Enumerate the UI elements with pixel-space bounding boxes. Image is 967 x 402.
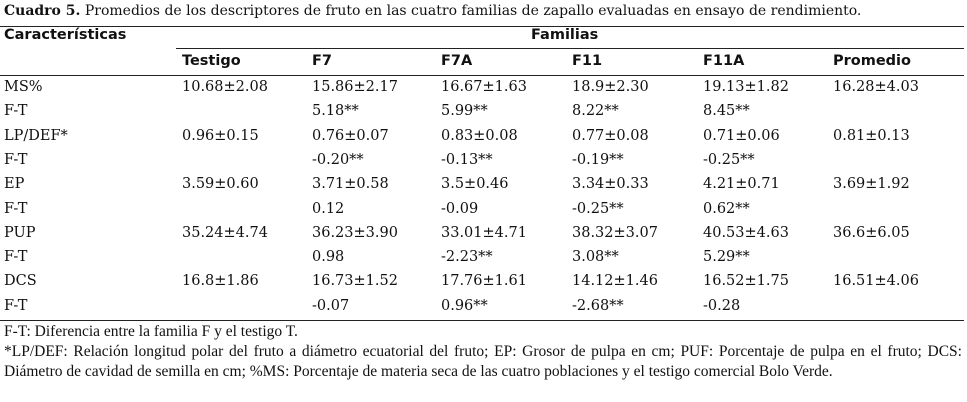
table-cell: -0.07 — [312, 297, 350, 314]
table-cell: 16.52±1.75 — [703, 273, 789, 290]
table-cell: 33.01±4.71 — [441, 224, 527, 241]
caption-label: Cuadro 5. — [4, 3, 81, 19]
table-cell: 5.29** — [703, 249, 750, 266]
table-cell: 5.18** — [312, 103, 359, 120]
column-header-testigo: Testigo — [182, 53, 241, 69]
table-cell: 14.12±1.46 — [572, 273, 658, 290]
header-bottom-rule — [0, 75, 964, 76]
table-cell: -0.09 — [441, 200, 479, 217]
column-header-promedio: Promedio — [833, 53, 911, 69]
row-label: F-T — [4, 297, 28, 314]
table-cell: -0.25** — [572, 200, 624, 217]
column-header-f7: F7 — [312, 53, 332, 69]
row-label: F-T — [4, 151, 28, 168]
table-caption: Cuadro 5. Promedios de los descriptores … — [4, 3, 861, 19]
table-cell: 3.5±0.46 — [441, 176, 509, 193]
table-cell: 19.13±1.82 — [703, 79, 789, 95]
row-label: PUP — [4, 224, 36, 241]
top-rule — [0, 26, 964, 27]
table-cell: -0.20** — [312, 151, 364, 168]
table-cell: 0.76±0.07 — [312, 127, 389, 144]
table-cell: 3.34±0.33 — [572, 176, 649, 193]
row-label: F-T — [4, 103, 28, 120]
table-cell: 0.71±0.06 — [703, 127, 780, 144]
table-cell: 18.9±2.30 — [572, 79, 649, 95]
header-caracteristicas: Características — [4, 27, 127, 43]
table-cell: -0.13** — [441, 151, 493, 168]
column-header-f7a: F7A — [441, 53, 473, 69]
table-cell: 0.12 — [312, 200, 345, 217]
table-cell: 0.96±0.15 — [182, 127, 259, 144]
footnote-ft: F-T: Diferencia entre la familia F y el … — [4, 323, 298, 340]
table-cell: 0.62** — [703, 200, 750, 217]
table-cell: 16.51±4.06 — [833, 273, 919, 290]
table-cell: 38.32±3.07 — [572, 224, 658, 241]
table-cell: -0.28 — [703, 297, 741, 314]
table-cell: 10.68±2.08 — [182, 79, 268, 95]
row-label: LP/DEF* — [4, 127, 68, 144]
table-cell: 0.77±0.08 — [572, 127, 649, 144]
row-label: EP — [4, 176, 25, 193]
row-label: MS% — [4, 79, 43, 95]
table-cell: 0.98 — [312, 249, 345, 266]
table-cell: 4.21±0.71 — [703, 176, 780, 193]
table-cell: 3.08** — [572, 249, 619, 266]
table-cell: 3.71±0.58 — [312, 176, 389, 193]
table-cell: 16.73±1.52 — [312, 273, 398, 290]
table-cell: 36.23±3.90 — [312, 224, 398, 241]
table-cell: 15.86±2.17 — [312, 79, 398, 95]
table-cell: -2.23** — [441, 249, 493, 266]
table-cell: 35.24±4.74 — [182, 224, 268, 241]
table-cell: 17.76±1.61 — [441, 273, 527, 290]
row-label: DCS — [4, 273, 37, 290]
header-familias: Familias — [531, 27, 599, 43]
table-cell: 40.53±4.63 — [703, 224, 789, 241]
footnote-abbreviations: *LP/DEF: Relación longitud polar del fru… — [4, 343, 962, 380]
table-cell: 8.22** — [572, 103, 619, 120]
table-cell: 36.6±6.05 — [833, 224, 910, 241]
table-cell: 16.28±4.03 — [833, 79, 919, 95]
table-cell: -0.19** — [572, 151, 624, 168]
table-cell: 3.69±1.92 — [833, 176, 910, 193]
table-cell: -0.25** — [703, 151, 755, 168]
table-cell: 16.67±1.63 — [441, 79, 527, 95]
table-bottom-rule — [0, 320, 964, 321]
column-header-f11a: F11A — [703, 53, 745, 69]
table-cell: 3.59±0.60 — [182, 176, 259, 193]
table-cell: 16.8±1.86 — [182, 273, 259, 290]
table-cell: 8.45** — [703, 103, 750, 120]
row-label: F-T — [4, 200, 28, 217]
group-rule — [176, 48, 964, 49]
table-cell: 0.83±0.08 — [441, 127, 518, 144]
table-cell: 5.99** — [441, 103, 488, 120]
caption-text: Promedios de los descriptores de fruto e… — [80, 3, 862, 19]
table-cell: 0.96** — [441, 297, 488, 314]
table-cell: -2.68** — [572, 297, 624, 314]
column-header-f11: F11 — [572, 53, 603, 69]
table-cell: 0.81±0.13 — [833, 127, 910, 144]
row-label: F-T — [4, 249, 28, 266]
